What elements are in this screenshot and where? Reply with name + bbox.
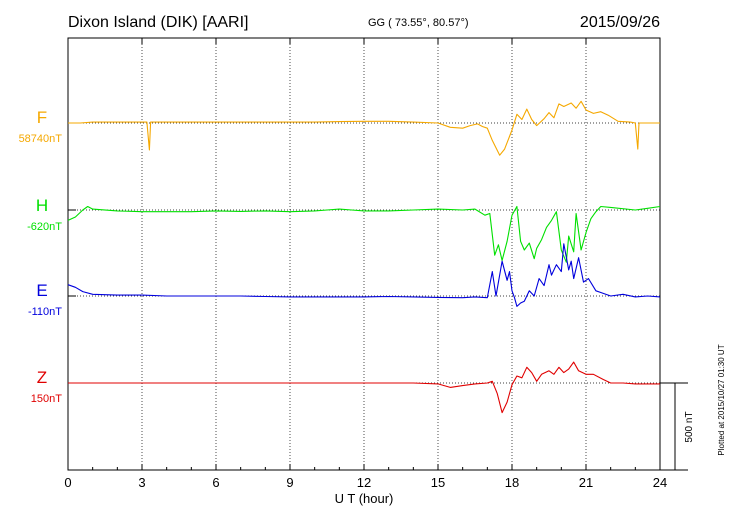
series-line-h [67, 205, 661, 263]
x-tick-label: 12 [357, 475, 371, 490]
series-baseline-f: 58740nT [19, 133, 63, 145]
x-tick-label: 9 [286, 475, 293, 490]
series-line-e [67, 243, 661, 307]
series-layer [67, 100, 661, 414]
series-name-h: H [36, 196, 48, 215]
series-name-e: E [36, 281, 47, 300]
series-baseline-h: -620nT [27, 221, 62, 233]
series-labels: F 58740nT H -620nT E -110nT Z 150nT [19, 108, 63, 405]
station-coords: GG ( 73.55°, 80.57°) [368, 17, 469, 29]
scale-bar: 500 nT [660, 382, 695, 471]
x-tick-label: 6 [212, 475, 219, 490]
x-tick-label: 18 [505, 475, 519, 490]
series-name-f: F [37, 108, 47, 127]
plotted-note: Plotted at 2015/10/27 01:30 UT [717, 344, 726, 455]
plot-grid [68, 38, 660, 470]
scale-bar-label: 500 nT [684, 411, 695, 442]
series-line-z [68, 361, 660, 414]
x-tick-label: 21 [579, 475, 593, 490]
series-baseline-z: 150nT [31, 393, 62, 405]
observation-date: 2015/09/26 [580, 14, 660, 31]
series-name-z: Z [37, 368, 47, 387]
x-tick-label: 15 [431, 475, 445, 490]
x-axis-ticks: 0 3 6 9 12 15 18 21 24 [64, 38, 667, 490]
series-baseline-e: -110nT [28, 306, 62, 318]
x-tick-label: 3 [138, 475, 145, 490]
x-axis-label: U T (hour) [335, 491, 394, 506]
x-tick-label: 24 [653, 475, 667, 490]
station-title: Dixon Island (DIK) [AARI] [68, 14, 249, 31]
series-line-f [68, 100, 660, 156]
x-tick-label: 0 [64, 475, 71, 490]
